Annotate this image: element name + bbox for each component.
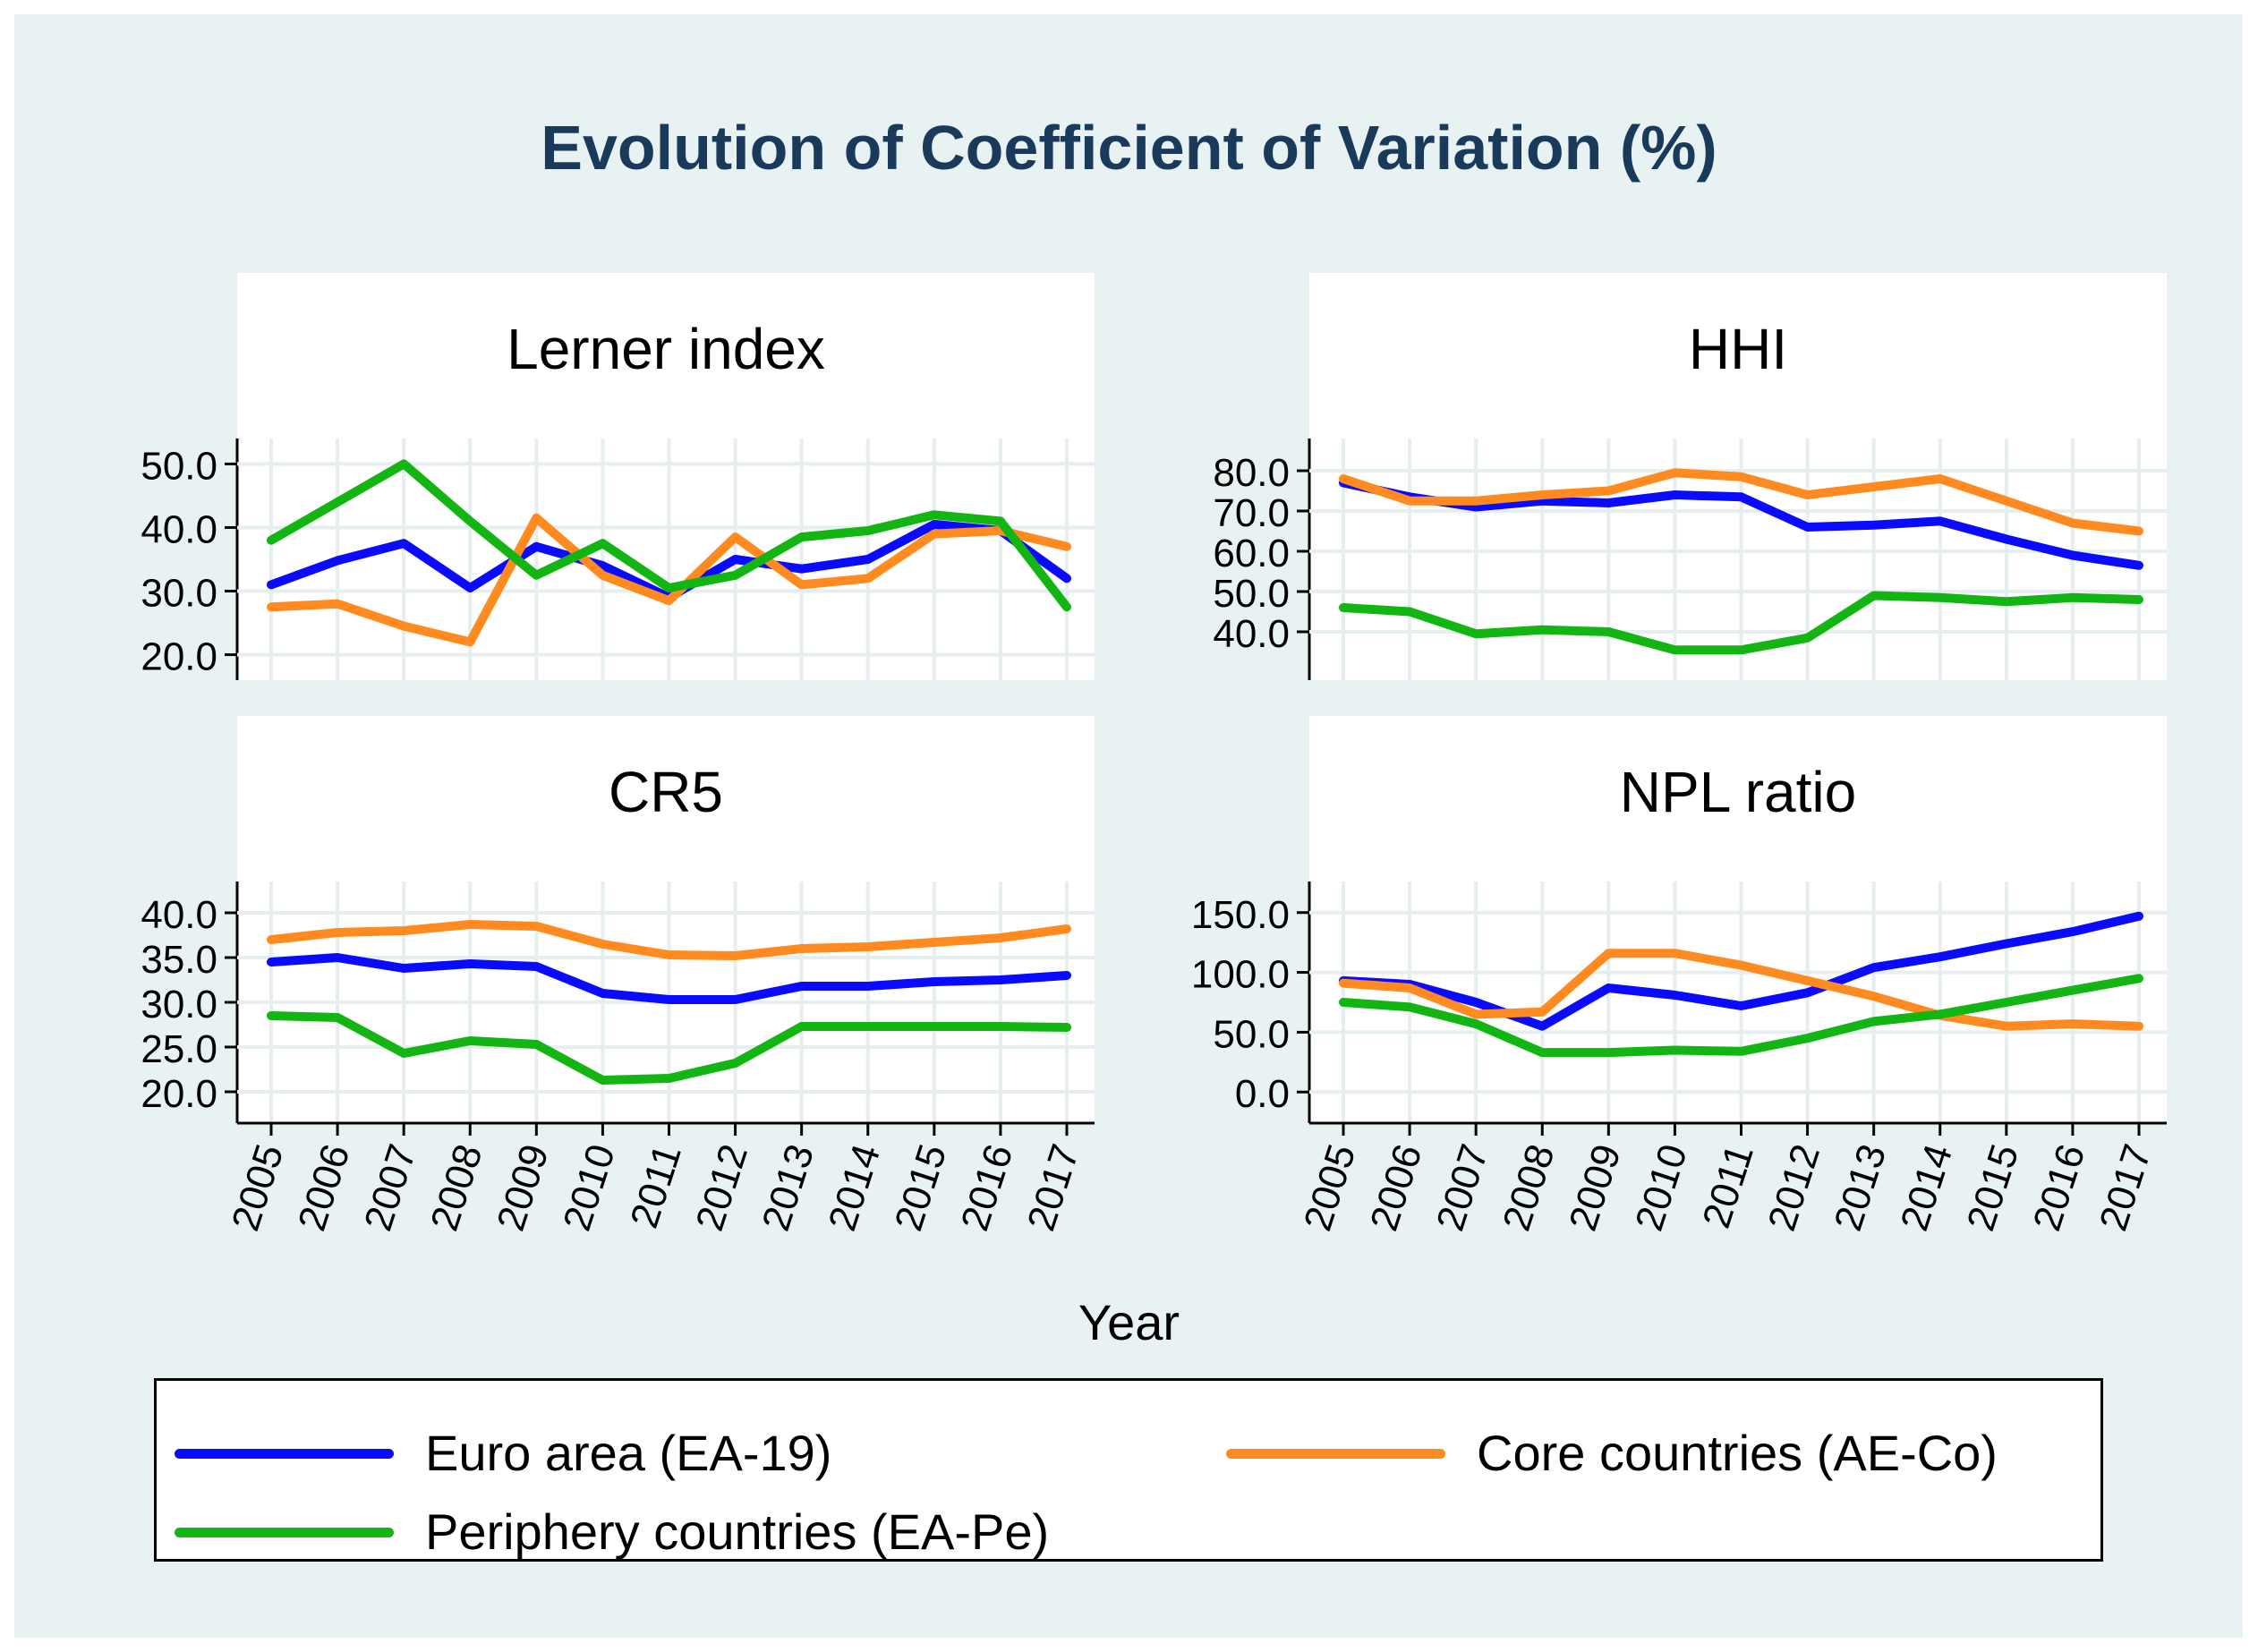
- panel-title: CR5: [608, 760, 724, 824]
- panel-title: NPL ratio: [1619, 760, 1857, 824]
- x-tick-label: 2015: [1958, 1139, 2027, 1236]
- y-tick-label: 0.0: [1235, 1072, 1290, 1116]
- x-tick-label: 2010: [1627, 1139, 1696, 1236]
- x-tick-label: 2013: [754, 1139, 822, 1236]
- series-line: [1339, 478, 2143, 570]
- x-tick-label: 2010: [555, 1139, 624, 1236]
- x-tick-label: 2007: [356, 1139, 425, 1236]
- y-tick-label: 25.0: [141, 1027, 217, 1071]
- legend-label: Periphery countries (EA-Pe): [425, 1503, 1050, 1560]
- chart-title: Evolution of Coefficient of Variation (%…: [541, 113, 1717, 183]
- panel-npl-ratio: NPL ratio: [1309, 716, 2167, 1123]
- series-line: [1339, 974, 2143, 1058]
- y-tick-label: 40.0: [1213, 612, 1290, 656]
- x-axis-label: Year: [1078, 1294, 1180, 1350]
- x-tick-label: 2008: [1495, 1139, 1564, 1236]
- x-tick-label: 2008: [422, 1139, 491, 1236]
- x-tick-label: 2014: [820, 1139, 889, 1236]
- x-tick-label: 2006: [1362, 1139, 1431, 1236]
- x-tick-label: 2013: [1826, 1139, 1895, 1236]
- legend-label: Core countries (AE-Co): [1477, 1425, 1998, 1481]
- x-tick-label: 2011: [622, 1139, 690, 1233]
- legend-swatch: [175, 1528, 394, 1537]
- series-line: [1339, 468, 2143, 536]
- x-tick-label: 2007: [1428, 1139, 1497, 1236]
- panel-cr5: CR5: [237, 716, 1095, 1123]
- series-line: [267, 513, 1071, 647]
- x-tick-label: 2006: [290, 1139, 359, 1236]
- y-tick-label: 30.0: [141, 572, 217, 616]
- x-tick-label: 2017: [2092, 1139, 2160, 1236]
- y-tick-label: 20.0: [141, 635, 217, 679]
- legend-swatch: [175, 1449, 394, 1459]
- y-tick-label: 60.0: [1213, 532, 1290, 575]
- y-tick-label: 30.0: [141, 983, 217, 1026]
- x-tick-label: 2014: [1892, 1139, 1961, 1236]
- legend-label: Euro area (EA-19): [425, 1425, 832, 1481]
- x-tick-label: 2005: [1296, 1139, 1365, 1236]
- series-line: [1339, 949, 2143, 1031]
- y-tick-label: 50.0: [141, 444, 217, 488]
- panel-title: Lerner index: [507, 317, 825, 381]
- y-tick-label: 70.0: [1213, 491, 1290, 535]
- x-tick-label: 2005: [224, 1139, 293, 1236]
- series-line: [267, 459, 1071, 612]
- x-tick-label: 2017: [1019, 1139, 1088, 1236]
- y-tick-label: 100.0: [1191, 953, 1290, 997]
- y-tick-label: 40.0: [141, 507, 217, 551]
- x-tick-label: 2016: [2025, 1139, 2094, 1236]
- y-tick-label: 35.0: [141, 938, 217, 982]
- panel-title: HHI: [1688, 317, 1788, 381]
- series-line: [267, 953, 1071, 1004]
- series-line: [267, 1011, 1071, 1085]
- legend: Euro area (EA-19) Core countries (AE-Co)…: [154, 1378, 2103, 1562]
- y-tick-label: 20.0: [141, 1072, 217, 1116]
- x-tick-label: 2009: [489, 1139, 558, 1236]
- x-tick-label: 2015: [886, 1139, 955, 1236]
- y-tick-label: 50.0: [1213, 1012, 1290, 1056]
- series-line: [267, 920, 1071, 960]
- series-line: [1339, 911, 2143, 1031]
- x-tick-label: 2012: [1760, 1139, 1828, 1236]
- series-line: [1339, 591, 2143, 655]
- y-tick-label: 40.0: [141, 893, 217, 937]
- legend-swatch: [1226, 1449, 1445, 1459]
- y-tick-label: 50.0: [1213, 572, 1290, 616]
- y-tick-label: 150.0: [1191, 893, 1290, 937]
- x-tick-label: 2009: [1561, 1139, 1630, 1236]
- x-tick-label: 2011: [1694, 1139, 1762, 1233]
- x-tick-label: 2012: [687, 1139, 756, 1236]
- x-tick-label: 2016: [953, 1139, 1022, 1236]
- y-tick-label: 80.0: [1213, 451, 1290, 495]
